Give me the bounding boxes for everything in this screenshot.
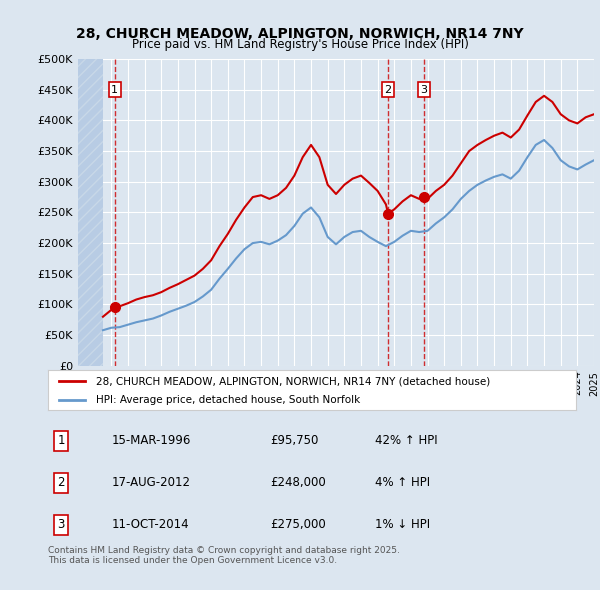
Bar: [78, 59, 103, 366]
Text: 15-MAR-1996: 15-MAR-1996: [112, 434, 191, 447]
Text: 3: 3: [421, 85, 427, 94]
Text: 28, CHURCH MEADOW, ALPINGTON, NORWICH, NR14 7NY (detached house): 28, CHURCH MEADOW, ALPINGTON, NORWICH, N…: [95, 376, 490, 386]
Text: 42% ↑ HPI: 42% ↑ HPI: [376, 434, 438, 447]
Text: 2: 2: [58, 476, 65, 489]
Text: £248,000: £248,000: [270, 476, 326, 489]
Text: 11-OCT-2014: 11-OCT-2014: [112, 518, 189, 531]
Text: £95,750: £95,750: [270, 434, 318, 447]
Text: 2: 2: [385, 85, 392, 94]
Text: Price paid vs. HM Land Registry's House Price Index (HPI): Price paid vs. HM Land Registry's House …: [131, 38, 469, 51]
Text: 1: 1: [58, 434, 65, 447]
Text: Contains HM Land Registry data © Crown copyright and database right 2025.
This d: Contains HM Land Registry data © Crown c…: [48, 546, 400, 565]
Text: HPI: Average price, detached house, South Norfolk: HPI: Average price, detached house, Sout…: [95, 395, 360, 405]
Text: 4% ↑ HPI: 4% ↑ HPI: [376, 476, 430, 489]
Text: 1% ↓ HPI: 1% ↓ HPI: [376, 518, 430, 531]
Text: 3: 3: [58, 518, 65, 531]
Text: 17-AUG-2012: 17-AUG-2012: [112, 476, 190, 489]
Text: 1: 1: [111, 85, 118, 94]
Text: 28, CHURCH MEADOW, ALPINGTON, NORWICH, NR14 7NY: 28, CHURCH MEADOW, ALPINGTON, NORWICH, N…: [76, 27, 524, 41]
Text: £275,000: £275,000: [270, 518, 326, 531]
